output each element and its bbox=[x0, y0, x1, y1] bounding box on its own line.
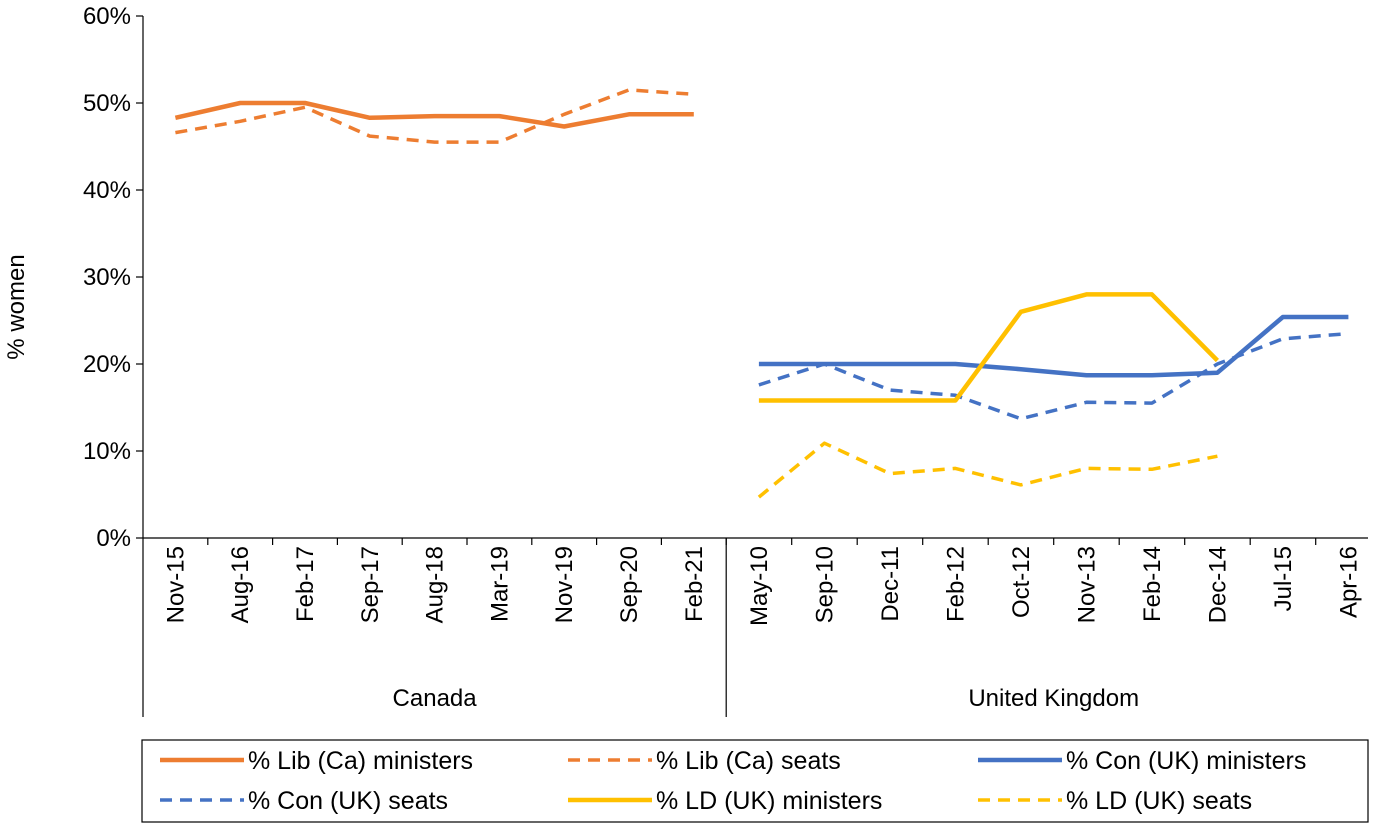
x-tick-label: Feb-21 bbox=[681, 546, 708, 622]
y-tick-label: 60% bbox=[83, 3, 131, 30]
legend-label-ld-uk-ministers: % LD (UK) ministers bbox=[656, 787, 882, 815]
x-tick-label: Apr-16 bbox=[1335, 546, 1362, 618]
legend-box bbox=[141, 739, 1369, 823]
series-line-ld-uk-seats bbox=[757, 441, 1218, 499]
series-line-con-uk-ministers bbox=[758, 314, 1349, 378]
x-tick-label: Feb-17 bbox=[292, 546, 319, 622]
x-tick-label: Sep-17 bbox=[357, 546, 384, 623]
x-tick-label: Nov-13 bbox=[1073, 546, 1100, 623]
x-axis: Nov-15 Aug-16 Feb-17 Sep-17 Aug-18 Mar-19 Nov-… bbox=[142, 537, 1368, 717]
y-tick-label: 30% bbox=[83, 264, 131, 291]
legend-label-con-uk-ministers: % Con (UK) ministers bbox=[1066, 747, 1306, 775]
y-tick-label: 0% bbox=[96, 525, 131, 552]
x-tick-label: Dec-14 bbox=[1204, 546, 1231, 623]
legend: % Lib (Ca) ministers % Lib (Ca) seats % Co… bbox=[141, 739, 1369, 823]
legend-label-lib-ca-ministers: % Lib (Ca) ministers bbox=[248, 747, 473, 775]
y-tick-label: 20% bbox=[83, 351, 131, 378]
legend-label-ld-uk-seats: % LD (UK) seats bbox=[1066, 787, 1252, 815]
series-line-con-uk-seats bbox=[758, 331, 1349, 421]
x-tick-label: Aug-16 bbox=[227, 546, 254, 623]
y-axis: 0% 10% 20% 30% 40% 50% 60% bbox=[83, 3, 144, 552]
y-tick-label: 10% bbox=[83, 438, 131, 465]
series-line-lib-ca-seats bbox=[175, 88, 694, 144]
series-line-lib-ca-ministers bbox=[174, 100, 694, 129]
x-tick-label: Nov-15 bbox=[162, 546, 189, 623]
x-tick-label: Aug-18 bbox=[422, 546, 449, 623]
y-axis-title: % women bbox=[3, 254, 30, 359]
x-tick-label: May-10 bbox=[746, 546, 773, 626]
x-tick-label: Sep-20 bbox=[616, 546, 643, 623]
x-tick-label: Sep-10 bbox=[811, 546, 838, 623]
legend-label-lib-ca-seats: % Lib (Ca) seats bbox=[656, 747, 841, 775]
series-line-ld-uk-ministers bbox=[758, 292, 1219, 403]
x-tick-label: Dec-11 bbox=[877, 546, 904, 622]
x-tick-label: Feb-14 bbox=[1139, 546, 1166, 622]
group-label-united-kingdom: United Kingdom bbox=[968, 685, 1139, 712]
plot-area bbox=[174, 88, 1349, 499]
y-tick-label: 40% bbox=[83, 177, 131, 204]
x-tick-label: Nov-19 bbox=[551, 546, 578, 623]
x-tick-label: Feb-12 bbox=[942, 546, 969, 622]
legend-label-con-uk-seats: % Con (UK) seats bbox=[248, 787, 448, 815]
y-tick-label: 50% bbox=[83, 90, 131, 117]
group-label-canada: Canada bbox=[393, 685, 478, 712]
x-tick-label: Mar-19 bbox=[486, 546, 513, 622]
x-tick-label: Oct-12 bbox=[1008, 546, 1035, 618]
x-tick-label: Jul-15 bbox=[1270, 546, 1297, 611]
